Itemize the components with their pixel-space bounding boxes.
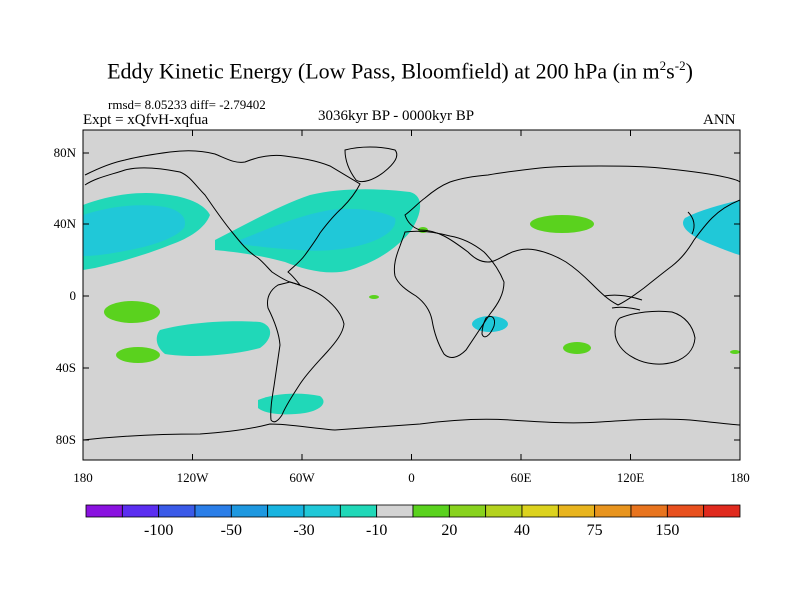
colorbar-swatch [557,504,596,518]
colorbar-swatch [521,504,559,518]
axis-labels: 80N 40N 0 40S 80S 180 120W 60W 0 60E 120… [54,145,750,485]
tropical-pacific-green [104,301,160,323]
coastline-madagascar [481,315,495,338]
asia-jet-green [530,215,594,233]
atlantic-core [240,208,396,251]
experiment-label: Expt = xQfvH-xqfua [83,112,209,128]
colorbar-label: 150 [655,522,680,539]
positive-anomaly-regions [83,189,740,415]
west-pacific-band [682,200,740,255]
map-background [83,130,740,460]
colorbar-swatch [121,504,160,518]
coastlines [83,146,740,441]
coastline-antarctica [83,418,740,441]
coastline-greenland [344,146,398,183]
x-tick-label: 180 [730,470,750,485]
equatorial-atlantic-green [369,295,379,299]
y-tick-label: 80S [56,432,76,447]
colorbar-swatch [85,504,123,518]
colorbar-swatch [194,504,232,518]
x-axis-ticks [82,130,741,460]
coastline-north-america [84,150,361,286]
colorbar [85,504,741,518]
colorbar-swatch [703,504,741,518]
colorbar-swatch [594,504,632,518]
x-tick-label: 60W [289,470,315,485]
south-pacific-teal [156,321,271,356]
colorbar-swatch [376,504,414,518]
colorbar-swatch [303,504,341,518]
x-tick-label: 60E [511,470,532,485]
colorbar-label: 20 [441,522,458,539]
south-pacific-green [116,347,160,363]
plot-title: Eddy Kinetic Energy (Low Pass, Bloomfiel… [107,58,693,84]
far-pacific-green [730,350,740,354]
colorbar-label: 75 [586,522,603,539]
x-tick-label: 120W [177,470,210,485]
coastline-indonesia [603,294,643,311]
colorbar-swatch [267,504,305,518]
colorbar-label: -30 [293,522,315,539]
coastline-africa [393,230,505,358]
y-tick-label: 40S [56,360,76,375]
south-indian-green [563,342,591,354]
colorbar-swatch [448,504,487,518]
coastline-australia [614,310,696,365]
y-tick-label: 80N [54,145,77,160]
coastline-south-america [267,281,345,423]
colorbar-swatch [158,504,196,518]
y-tick-label: 0 [70,288,77,303]
period-label: 3036kyr BP - 0000kyr BP [318,108,475,124]
coastline-europe-asia [404,165,740,306]
colorbar-label: -100 [143,522,174,539]
colorbar-swatch [485,504,523,518]
x-tick-label: 120E [617,470,645,485]
colorbar-label: -50 [220,522,242,539]
southern-ocean-teal [258,393,324,415]
y-axis-ticks [83,152,740,441]
x-tick-label: 180 [73,470,93,485]
colorbar-label: 40 [514,522,530,539]
colorbar-swatch [630,504,668,518]
season-label: ANN [703,112,736,128]
y-tick-label: 40N [54,216,77,231]
colorbar-label: -10 [365,522,388,539]
coastline-japan [687,211,695,235]
colorbar-swatch [230,504,269,518]
rmsd-stats: rmsd= 8.05233 diff= -2.79402 [108,97,266,112]
x-tick-label: 0 [408,470,415,485]
colorbar-swatch [339,504,378,518]
colorbar-swatch [666,504,705,518]
north-pacific-core [83,205,186,256]
colorbar-swatch [412,504,450,518]
indian-ocean-teal [472,316,508,332]
